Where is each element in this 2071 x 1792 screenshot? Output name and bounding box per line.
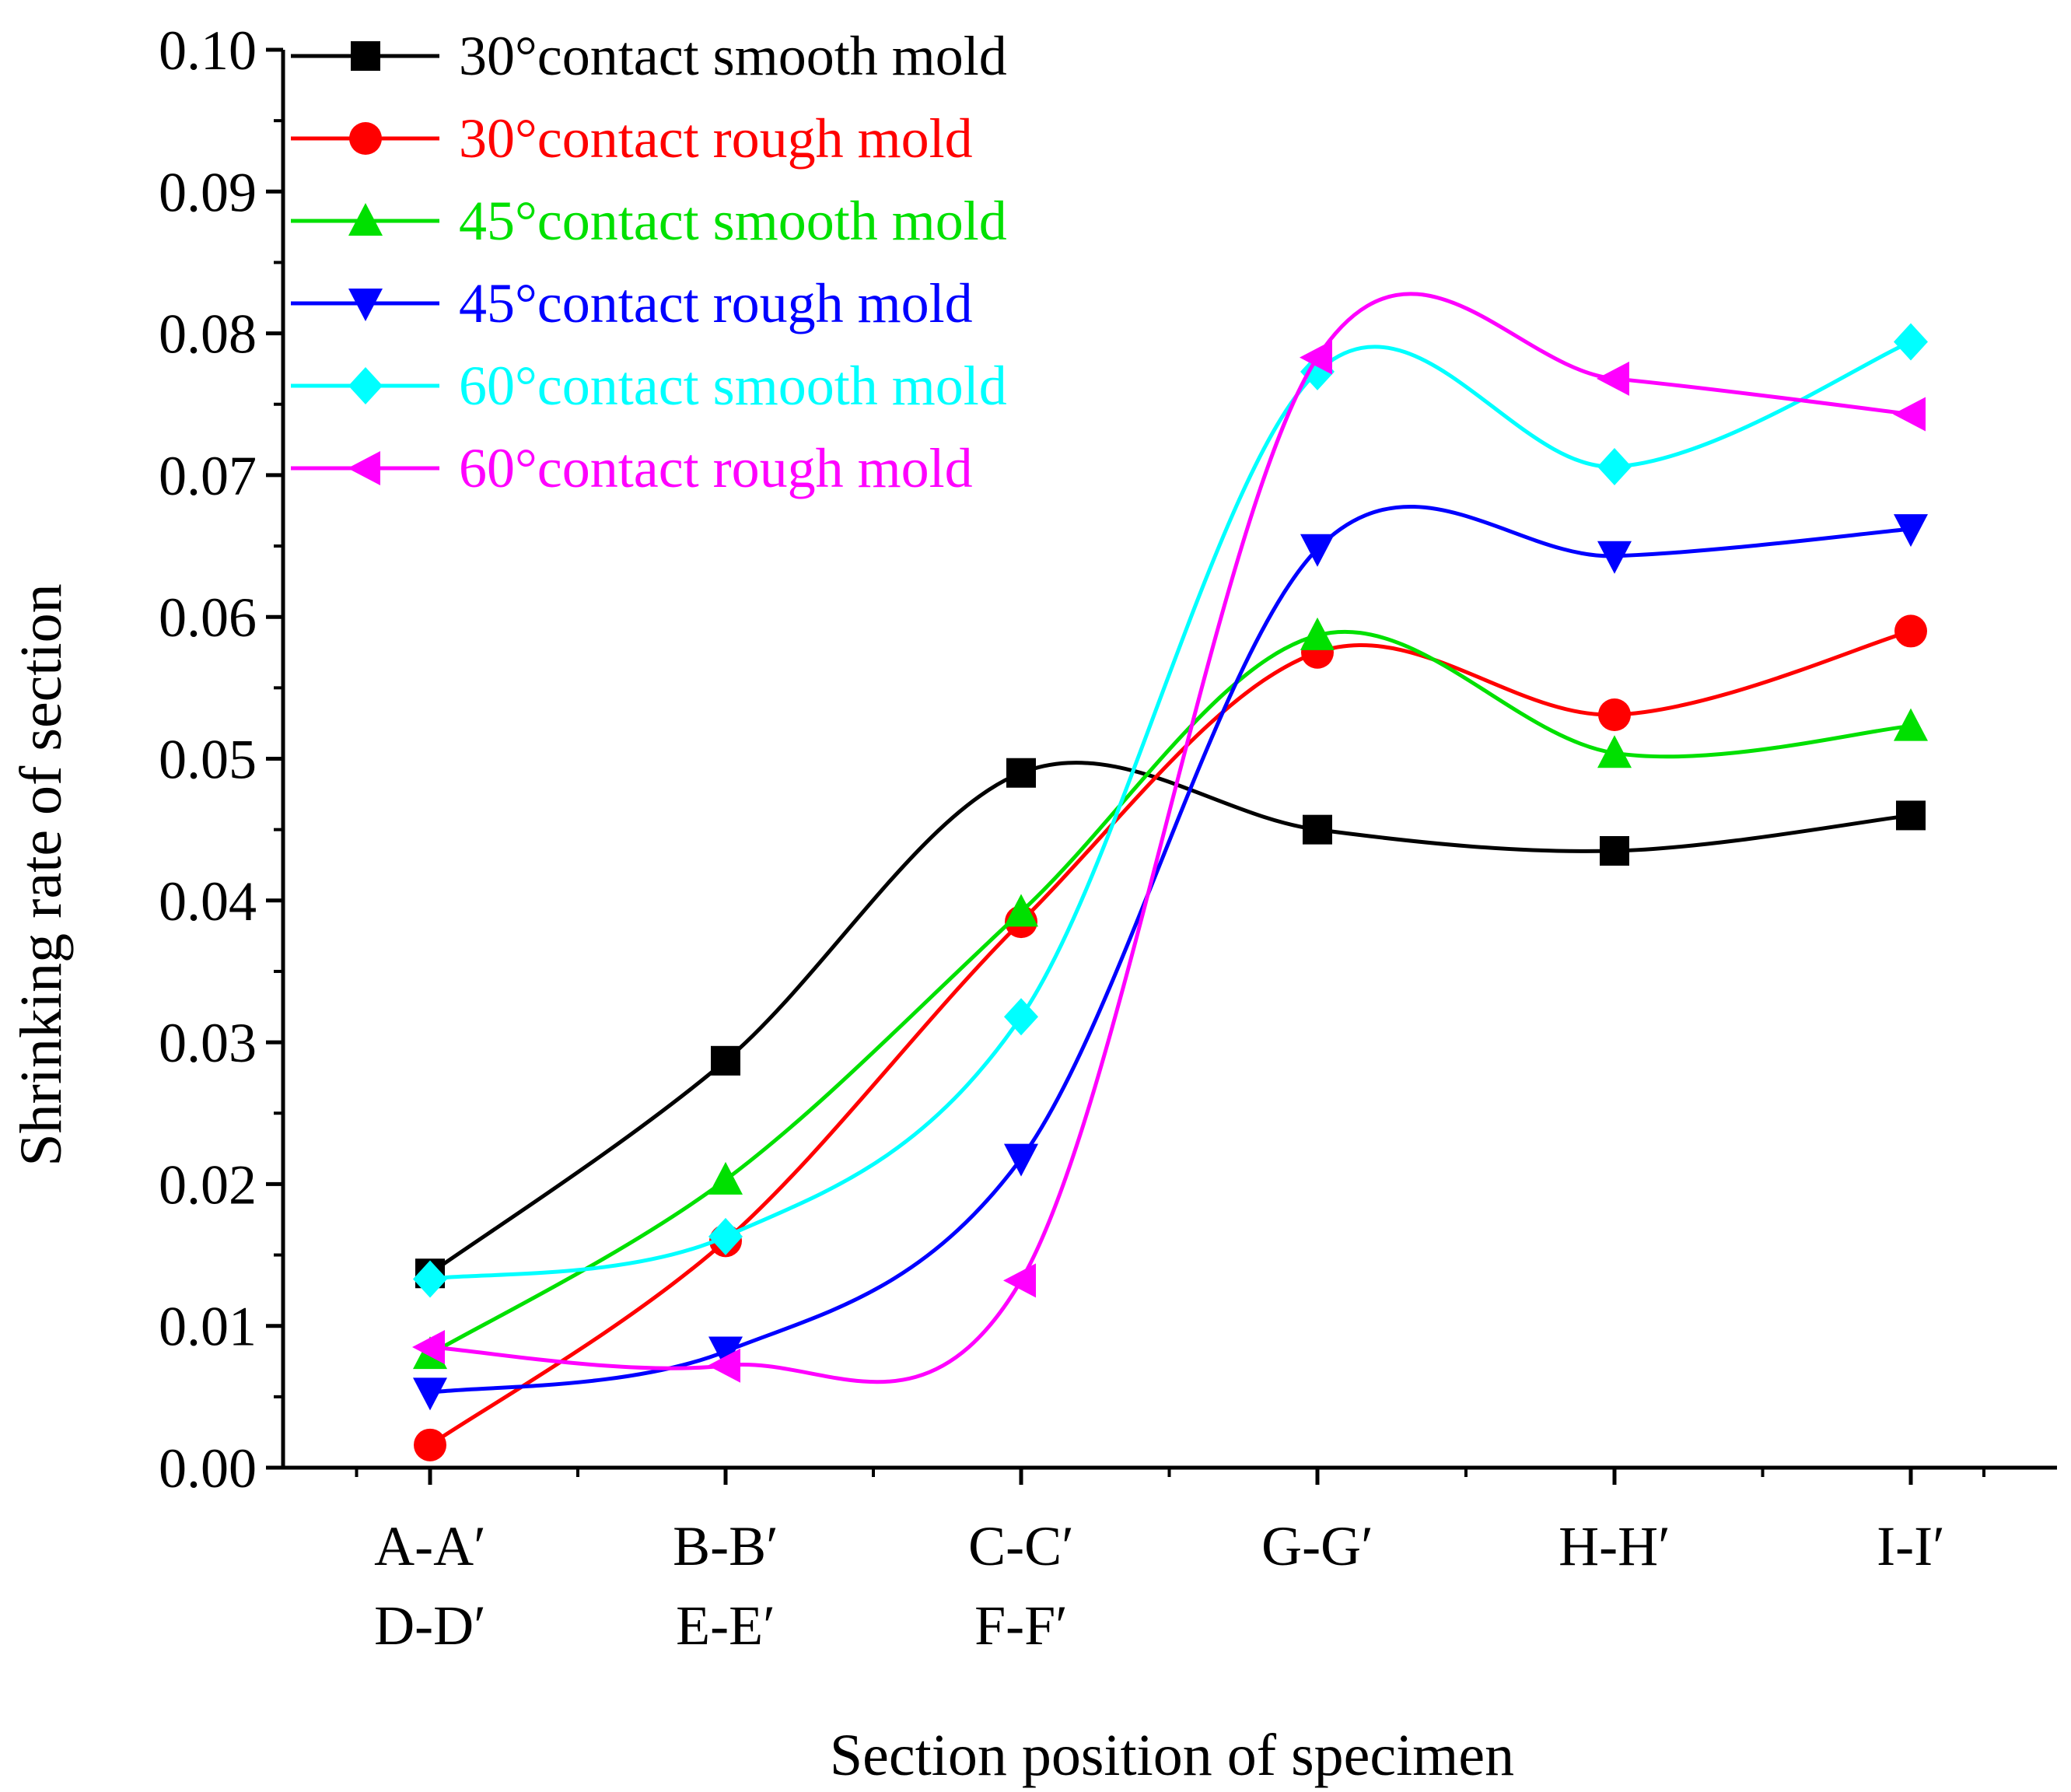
x-tick-label: F-F′ — [974, 1594, 1068, 1657]
y-tick-label: 0.03 — [159, 1012, 257, 1074]
legend-marker — [348, 289, 383, 321]
x-axis-ticks: A-A′ D-D′ B-B′ E-E′ C-C′ F-F′ G-G′ H-H′ I-I′ — [355, 1468, 1985, 1657]
data-point — [1598, 698, 1631, 731]
y-tick-label: 0.05 — [159, 729, 257, 791]
legend-entry: 60°contact smooth mold — [291, 355, 1007, 417]
series-5 — [413, 323, 1928, 1298]
data-point — [1894, 514, 1928, 548]
y-tick-label: 0.07 — [159, 445, 257, 507]
data-point — [1004, 998, 1038, 1036]
series-3 — [413, 617, 1928, 1370]
y-tick-label: 0.00 — [159, 1437, 257, 1500]
data-point — [1300, 340, 1332, 375]
series-layer — [412, 292, 1928, 1461]
legend-marker — [348, 203, 383, 236]
data-point — [1896, 800, 1926, 831]
data-point — [711, 1045, 740, 1076]
legend-marker — [348, 451, 380, 485]
data-point — [1600, 835, 1629, 866]
y-tick-label: 0.08 — [159, 303, 257, 366]
series-6 — [412, 292, 1926, 1384]
series-line — [429, 629, 1912, 1356]
x-tick-label: C-C′ — [968, 1515, 1074, 1577]
legend-entry: 30°contact smooth mold — [291, 25, 1007, 87]
series-line — [429, 629, 1912, 1447]
y-tick-label: 0.01 — [159, 1296, 257, 1358]
legend-label: 30°contact rough mold — [459, 107, 973, 170]
data-point — [1597, 541, 1632, 574]
data-point — [1004, 894, 1038, 927]
y-axis-ticks: 0.00 0.01 0.02 0.03 0.04 0.05 0.06 0.07 0.08 0.09… — [159, 19, 283, 1500]
data-point — [1300, 534, 1335, 567]
y-tick-label: 0.09 — [159, 161, 257, 223]
x-tick-label: D-D′ — [374, 1594, 486, 1657]
legend-label: 60°contact smooth mold — [459, 355, 1007, 417]
legend-label: 45°contact smooth mold — [459, 190, 1007, 252]
axes — [281, 50, 2057, 1470]
data-point — [413, 1377, 447, 1411]
data-point — [708, 1161, 743, 1195]
x-tick-label: A-A′ — [374, 1515, 486, 1577]
x-tick-label: B-B′ — [673, 1515, 778, 1577]
y-tick-label: 0.10 — [159, 19, 257, 82]
data-point — [708, 1336, 743, 1370]
legend-label: 30°contact smooth mold — [459, 25, 1007, 87]
legend-entry: 60°contact rough mold — [291, 437, 973, 499]
data-point — [1597, 447, 1632, 485]
x-tick-label: G-G′ — [1261, 1515, 1373, 1577]
data-point — [1004, 1143, 1038, 1177]
data-point — [1893, 397, 1926, 432]
y-tick-label: 0.04 — [159, 870, 257, 933]
data-point — [1597, 735, 1632, 768]
data-point — [1003, 1263, 1036, 1298]
legend-label: 60°contact rough mold — [459, 437, 973, 499]
x-tick-label: E-E′ — [676, 1594, 775, 1657]
data-point — [1894, 614, 1927, 648]
x-tick-label: I-I′ — [1877, 1515, 1945, 1577]
data-point — [1894, 708, 1928, 741]
data-point — [1006, 758, 1036, 788]
legend-entry: 30°contact rough mold — [291, 107, 973, 170]
series-line — [429, 761, 1912, 1276]
data-point — [708, 1217, 743, 1255]
legend: 30°contact smooth mold 30°contact rough m… — [291, 25, 1007, 499]
series-2 — [414, 614, 1927, 1461]
y-tick-label: 0.06 — [159, 586, 257, 649]
series-4 — [413, 504, 1928, 1411]
data-point — [412, 1330, 445, 1365]
legend-marker — [348, 367, 383, 404]
legend-entry: 45°contact rough mold — [291, 272, 973, 334]
data-point — [1894, 323, 1928, 361]
data-point — [1597, 361, 1629, 396]
data-point — [413, 1260, 447, 1298]
x-axis-title: Section position of specimen — [830, 1723, 1514, 1788]
legend-label: 45°contact rough mold — [459, 272, 973, 334]
legend-marker — [349, 122, 382, 155]
data-point — [414, 1428, 446, 1461]
x-tick-label: H-H′ — [1558, 1515, 1670, 1577]
y-tick-label: 0.02 — [159, 1153, 257, 1216]
legend-entry: 45°contact smooth mold — [291, 190, 1007, 252]
data-point — [708, 1348, 740, 1383]
y-axis-title: Shrinking rate of section — [9, 583, 74, 1166]
legend-marker — [351, 41, 380, 71]
data-point — [1303, 814, 1332, 845]
data-point — [1300, 617, 1335, 650]
